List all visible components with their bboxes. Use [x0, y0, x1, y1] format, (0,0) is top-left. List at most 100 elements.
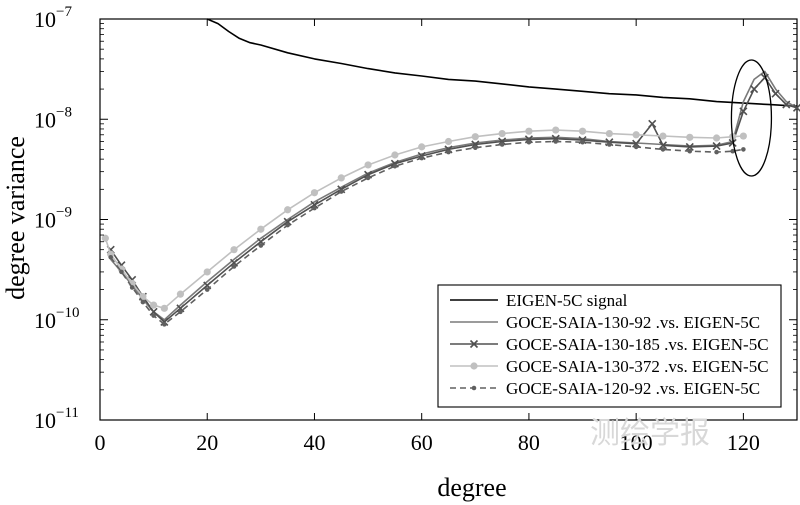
series-3-point: [792, 103, 800, 112]
series-3-point: [712, 142, 721, 151]
legend-label: GOCE-SAIA-130-92 .vs. EIGEN-5C: [506, 313, 760, 332]
series-4-point: [739, 132, 747, 140]
legend-label: GOCE-SAIA-130-372 .vs. EIGEN-5C: [506, 357, 769, 376]
series-5-point: [129, 285, 135, 290]
series-5-point: [231, 264, 237, 269]
series-4-point: [552, 126, 560, 134]
legend-box: [437, 284, 782, 408]
series-5-point: [714, 149, 719, 155]
series-5-point: [473, 145, 478, 151]
series-4-point: [391, 151, 399, 159]
series-5-point: [633, 144, 639, 150]
legend: EIGEN-5C signal GOCE-SAIA-130-92 .vs. EIG…: [437, 284, 782, 408]
series-4: [101, 126, 747, 312]
legend-item: GOCE-SAIA-120-92 .vs. EIGEN-5C: [450, 379, 760, 398]
y-tick-label: 10−9: [34, 205, 72, 233]
watermark-text: 测绘学报: [590, 416, 710, 451]
x-tick-label: 40: [303, 430, 325, 455]
series-4-point: [444, 137, 453, 146]
series-5-point: [687, 148, 693, 154]
series-4-point: [418, 143, 426, 151]
series-4-point: [364, 161, 372, 169]
series-4-point: [230, 246, 238, 254]
series-4-point: [605, 129, 613, 138]
series-5-point: [553, 139, 559, 144]
x-tick-label: 100: [620, 430, 653, 455]
series-4-point: [150, 301, 158, 309]
series-3-point: [149, 307, 158, 316]
series-3-point: [229, 258, 239, 267]
series-5-point: [151, 313, 156, 318]
series-5-point: [526, 139, 532, 145]
series-5-point: [607, 142, 612, 147]
series-4-point: [160, 304, 168, 312]
series-1: [206, 18, 798, 107]
series-5-point: [119, 269, 124, 275]
y-tick-label: 10−7: [34, 4, 72, 32]
series-3-point: [685, 142, 694, 151]
legend-label: GOCE-SAIA-130-185 .vs. EIGEN-5C: [506, 335, 769, 354]
annotation-ellipse: [730, 59, 773, 177]
x-tick-label: 0: [95, 430, 106, 455]
series-3-point: [310, 200, 319, 209]
series-5-point: [204, 287, 210, 292]
x-tick-label: 120: [727, 430, 760, 455]
series-4-point: [578, 127, 587, 135]
series-1-line: [206, 18, 798, 107]
series-5-point: [446, 149, 451, 155]
series-5-point: [258, 243, 264, 248]
legend-item: GOCE-SAIA-130-372 .vs. EIGEN-5C: [450, 357, 769, 376]
series-4-point: [632, 131, 640, 139]
legend-item: EIGEN-5C signal: [450, 291, 628, 310]
series-5-point: [140, 299, 146, 305]
series-4-point: [686, 133, 694, 141]
series-4-point: [101, 234, 109, 242]
series-4-point: [310, 189, 319, 197]
series-5-point: [178, 309, 183, 315]
series-3-point: [739, 107, 748, 116]
x-tick-label: 20: [196, 430, 218, 455]
series-4-point: [712, 134, 721, 142]
y-tick-label: 10−10: [34, 305, 79, 333]
series-3-point: [750, 85, 759, 94]
series-5-point: [741, 147, 746, 152]
series-2-line: [110, 70, 798, 321]
series-4-point: [471, 133, 479, 141]
series-5-point: [285, 222, 290, 228]
series-5-point: [365, 175, 371, 181]
legend-marker: [471, 385, 477, 391]
series-4-line: [104, 129, 744, 310]
series-3-point: [648, 119, 657, 128]
series-4-point: [337, 174, 345, 182]
series-4-point: [284, 206, 292, 214]
series-3-point: [658, 141, 668, 150]
series-3-point: [782, 100, 791, 109]
series-5-point: [392, 163, 398, 169]
legend-label: GOCE-SAIA-120-92 .vs. EIGEN-5C: [506, 379, 760, 398]
series-3-point: [176, 304, 185, 313]
legend-item: GOCE-SAIA-130-92 .vs. EIGEN-5C: [450, 313, 760, 332]
series-2: [110, 70, 798, 321]
x-tick-label: 80: [518, 430, 540, 455]
series-3-point: [160, 317, 169, 327]
series-4-point: [203, 268, 211, 276]
series-5-point: [108, 254, 114, 260]
series-5: [108, 139, 746, 327]
y-axis-title: degree variance: [1, 136, 30, 300]
series-4-point: [176, 290, 185, 298]
series-3-point: [390, 159, 399, 168]
series-4-point: [525, 127, 533, 135]
series-layer: [101, 18, 800, 327]
series-4-point: [498, 129, 506, 138]
series-5-point: [419, 155, 424, 161]
legend-marker: [470, 362, 478, 370]
series-5-point: [312, 205, 317, 211]
x-tick-label: 60: [411, 430, 433, 455]
legend-item: GOCE-SAIA-130-185 .vs. EIGEN-5C: [450, 335, 769, 354]
series-5-point: [499, 142, 505, 147]
y-tick-label: 10−8: [34, 104, 72, 132]
series-5-point: [162, 322, 167, 327]
axes-layer: 0 20 40 60 80 100 120 10−11 10−10 10−9 10−8 10−7: [34, 4, 797, 455]
series-4-point: [257, 225, 265, 233]
